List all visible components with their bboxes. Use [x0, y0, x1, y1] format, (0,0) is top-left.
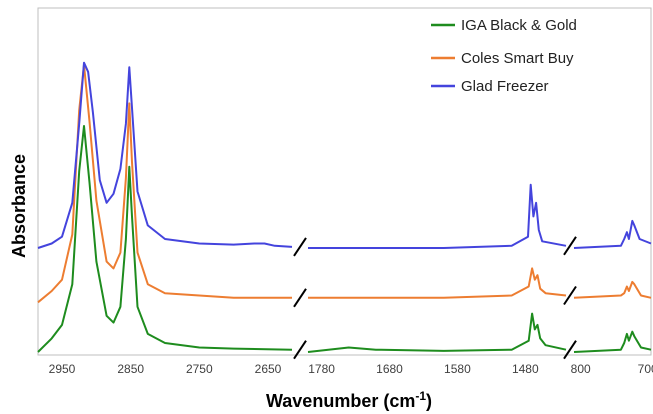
x-tick-labels: 2950 2850 2750 2650 1780 1680 1580 1480 800 700 — [49, 362, 653, 376]
legend: IGA Black & Gold Coles Smart Buy Glad Fr… — [431, 17, 577, 95]
axis-break-mark-1-0 — [293, 288, 307, 308]
x-axis-title-superscript: -1 — [415, 389, 426, 403]
x-axis-title-close: ) — [426, 391, 432, 411]
x-tick-label: 1480 — [512, 362, 539, 376]
y-axis-title: Absorbance — [9, 154, 29, 258]
x-tick-label: 2850 — [117, 362, 144, 376]
axis-break-mark-0-1 — [563, 340, 577, 360]
series-line-2-segment-1 — [308, 183, 567, 249]
legend-label-glad: Glad Freezer — [461, 78, 549, 95]
x-tick-label: 2650 — [255, 362, 282, 376]
x-tick-label: 1780 — [308, 362, 335, 376]
plot-frame — [37, 7, 652, 356]
axis-break-mark-2-0 — [293, 237, 307, 257]
series-line-2-segment-0 — [37, 61, 293, 249]
series-line-0-segment-0 — [37, 125, 293, 353]
x-axis-title-main: Wavenumber (cm — [266, 391, 415, 411]
series-line-0-segment-1 — [307, 312, 567, 353]
series-line-1-segment-1 — [308, 267, 567, 299]
axis-break-mark-2-1 — [563, 236, 577, 256]
axis-break-marks — [293, 236, 577, 360]
x-tick-label: 700 — [638, 362, 653, 376]
series-line-2-segment-2 — [573, 219, 652, 249]
legend-label-iga: IGA Black & Gold — [461, 17, 577, 34]
series-line-1-segment-2 — [573, 280, 652, 299]
x-tick-label: 2750 — [186, 362, 213, 376]
x-tick-label: 1680 — [376, 362, 403, 376]
axis-break-mark-1-1 — [563, 285, 577, 306]
series-line-0-segment-2 — [573, 330, 652, 353]
series-curves — [37, 61, 652, 353]
series-line-1-segment-0 — [37, 64, 292, 304]
x-axis-title: Wavenumber (cm-1) — [266, 389, 432, 411]
x-tick-label: 1580 — [444, 362, 471, 376]
legend-label-coles: Coles Smart Buy — [461, 50, 574, 67]
axis-break-mark-0-0 — [293, 340, 307, 360]
x-tick-label: 800 — [571, 362, 591, 376]
x-tick-label: 2950 — [49, 362, 76, 376]
